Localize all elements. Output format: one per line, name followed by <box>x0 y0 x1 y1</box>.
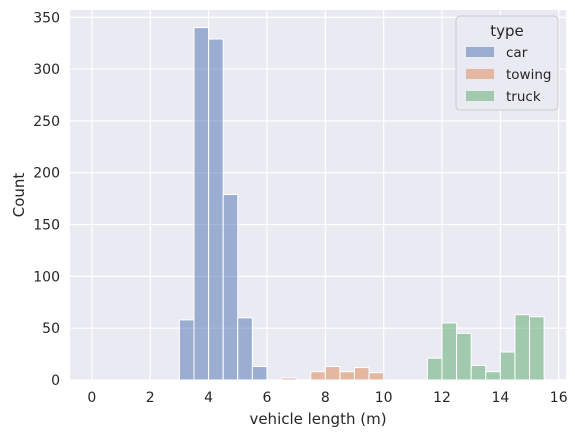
y-tick-label: 250 <box>33 114 60 130</box>
legend-label-truck: truck <box>506 89 541 105</box>
y-tick-label: 100 <box>33 269 60 285</box>
x-tick-label: 10 <box>375 390 393 406</box>
bar-towing <box>339 371 355 381</box>
x-tick-label: 8 <box>321 390 330 406</box>
y-tick-label: 50 <box>42 321 60 337</box>
y-tick-label: 350 <box>33 10 60 26</box>
bar-towing <box>353 367 370 381</box>
x-tick-label: 0 <box>87 390 96 406</box>
y-tick-label: 200 <box>33 166 60 182</box>
bar-car <box>178 319 195 381</box>
bar-truck <box>485 371 501 381</box>
legend-swatch-truck <box>466 91 494 101</box>
bar-truck <box>529 316 545 381</box>
legend-label-car: car <box>506 45 528 61</box>
bar-car <box>208 38 224 381</box>
bar-car <box>251 366 268 381</box>
legend-swatch-towing <box>466 69 494 79</box>
bar-car <box>193 27 210 381</box>
bar-car <box>222 193 239 381</box>
bar-truck <box>456 332 472 381</box>
legend: type car towing truck <box>455 15 559 111</box>
y-tick-label: 300 <box>33 62 60 78</box>
x-tick-label: 16 <box>550 390 568 406</box>
y-axis-label: Count <box>10 173 28 218</box>
bar-truck <box>499 351 516 381</box>
legend-label-towing: towing <box>506 67 551 83</box>
bar-towing <box>281 377 297 381</box>
bar-truck <box>441 322 458 381</box>
x-tick-label: 2 <box>146 390 155 406</box>
x-tick-label: 14 <box>491 390 509 406</box>
bar-truck <box>470 364 487 381</box>
x-tick-label: 4 <box>204 390 213 406</box>
bars <box>178 27 545 381</box>
bar-truck <box>426 357 443 381</box>
x-axis-ticks: 0 2 4 6 8 10 12 14 16 <box>87 390 567 406</box>
y-tick-label: 150 <box>33 218 60 234</box>
legend-items: car towing truck <box>466 45 551 105</box>
bar-truck <box>514 314 531 381</box>
legend-title: type <box>490 22 524 40</box>
bar-towing <box>368 372 385 381</box>
bar-towing <box>324 366 341 381</box>
y-tick-label: 0 <box>51 373 60 389</box>
x-tick-label: 12 <box>433 390 451 406</box>
legend-box <box>455 15 559 111</box>
bar-car <box>237 317 253 381</box>
legend-swatch-car <box>466 47 494 57</box>
x-axis-label: vehicle length (m) <box>249 410 386 428</box>
x-tick-label: 6 <box>262 390 271 406</box>
bar-towing <box>310 371 326 381</box>
y-axis-ticks: 0 50 100 150 200 250 300 350 <box>33 10 60 389</box>
